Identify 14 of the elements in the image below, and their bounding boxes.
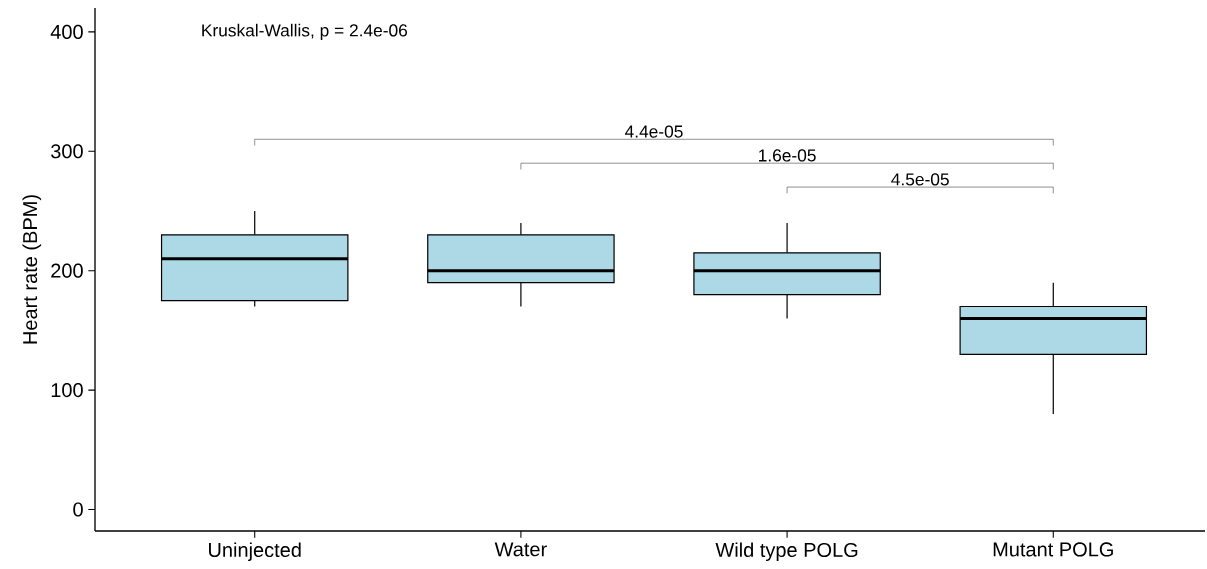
x-tick-label: Wild type POLG	[715, 542, 858, 562]
x-tick-label: Water	[494, 542, 547, 557]
y-tick-label: 200	[51, 263, 83, 278]
annotation: 4.5e-05	[891, 173, 949, 186]
x-tick-label: Mutant POLG	[993, 542, 1113, 557]
annotation: 1.6e-05	[759, 149, 816, 162]
y-tick-label: 0	[73, 502, 83, 517]
x-tick-label: Uninjected	[209, 542, 301, 562]
y-tick-label: 300	[51, 144, 83, 159]
y-tick-label: 400	[50, 24, 83, 39]
annotation: Kruskal-Wallis, p = 2.4e-06	[202, 23, 408, 40]
annotation: 4.4e-05	[625, 125, 683, 138]
y-axis-title: Heart rate (BPM)	[22, 195, 42, 344]
y-tick-label: 100	[51, 383, 83, 398]
